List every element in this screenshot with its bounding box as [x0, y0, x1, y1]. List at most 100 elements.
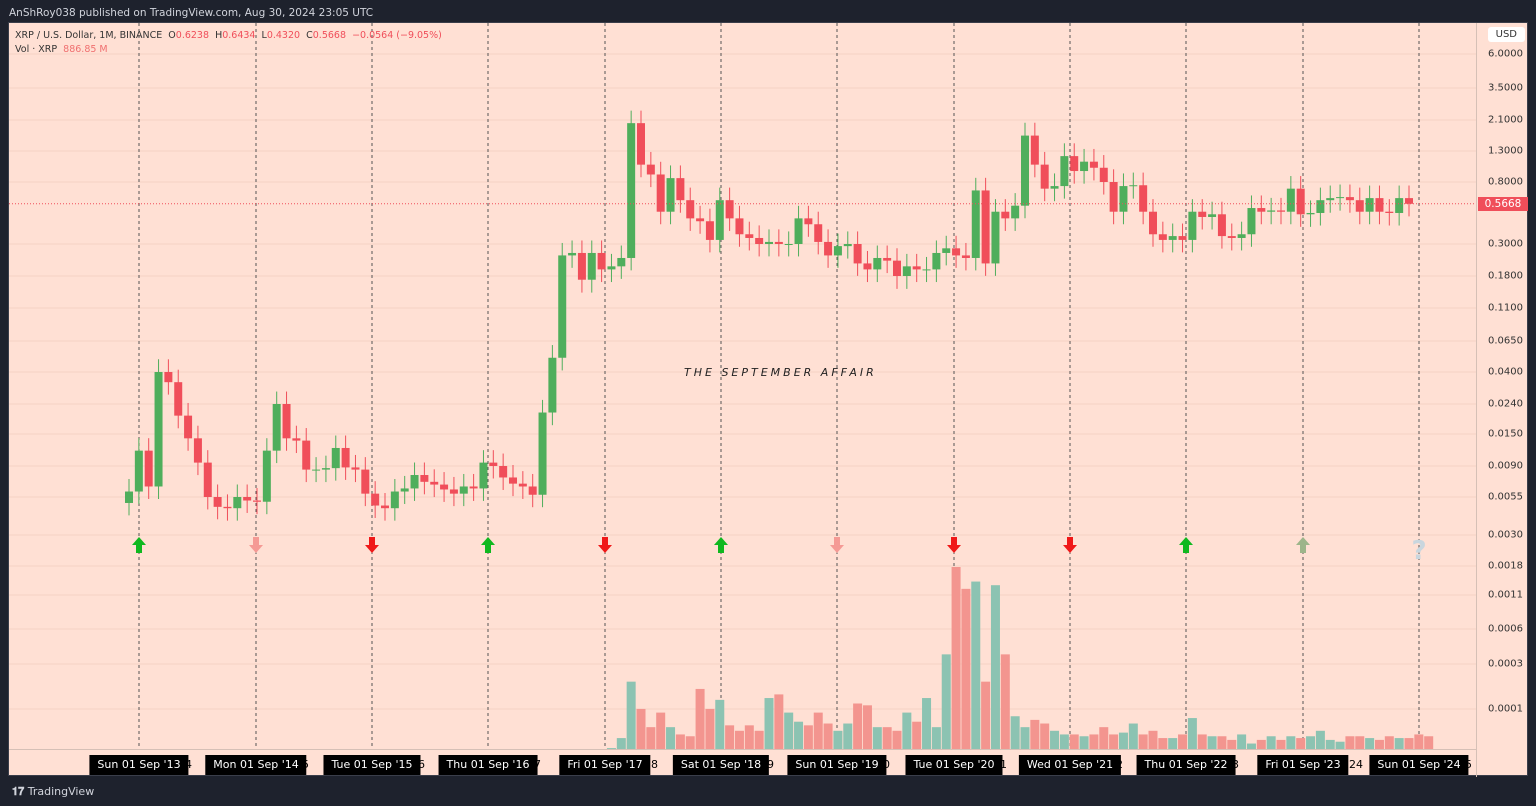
tradingview-label: TradingView: [27, 785, 95, 798]
volume-bar: [1227, 739, 1237, 749]
candle: [1286, 188, 1295, 212]
candle: [1306, 212, 1315, 215]
candle: [814, 224, 823, 242]
volume-bar: [1178, 734, 1188, 749]
candle: [1168, 236, 1177, 240]
candle: [193, 438, 202, 463]
candle: [1198, 211, 1207, 217]
chart-canvas: ?: [9, 23, 1476, 749]
volume-bar: [961, 588, 971, 749]
volume-bar: [1040, 723, 1050, 749]
year-tick-label: 2: [1116, 758, 1123, 771]
candle: [1119, 186, 1128, 212]
arrow-up-icon: [1296, 537, 1310, 553]
candle: [587, 252, 596, 280]
candle: [637, 123, 645, 165]
year-tick-label: 1: [1000, 758, 1007, 771]
price-tick-label: 0.8000: [1488, 176, 1523, 188]
candle: [961, 255, 970, 258]
price-tick-label: 6.0000: [1488, 48, 1523, 60]
volume-bar: [646, 727, 656, 749]
year-tick-label: 7: [534, 758, 541, 771]
volume-bar: [1355, 736, 1365, 749]
volume-bar: [853, 703, 863, 749]
candle: [1217, 214, 1226, 237]
candle: [1158, 234, 1167, 240]
candle: [784, 244, 793, 245]
volume-bar: [656, 712, 666, 749]
volume-bar: [971, 581, 981, 749]
candle: [371, 493, 380, 506]
candle: [469, 486, 478, 489]
price-tick-label: 0.0011: [1488, 589, 1523, 601]
volume-bar: [1128, 723, 1138, 749]
volume-bar: [872, 727, 882, 749]
candle: [1109, 182, 1118, 212]
candle: [134, 450, 143, 492]
candle: [1021, 135, 1029, 206]
candle: [125, 491, 133, 503]
volume-bar: [882, 727, 892, 749]
volume-bar: [695, 688, 705, 749]
candle: [765, 241, 773, 244]
high-label: H: [215, 30, 223, 41]
last-price-label: 0.5668: [1478, 196, 1528, 211]
candle: [1040, 164, 1049, 189]
price-tick-label: 0.0650: [1488, 335, 1523, 347]
arrow-down-icon: [249, 537, 263, 553]
candle: [853, 244, 862, 264]
volume-bar: [803, 725, 813, 749]
candle: [449, 489, 458, 494]
candle: [312, 469, 321, 471]
candle: [341, 447, 350, 468]
volume-bar: [1168, 738, 1178, 749]
volume-bar: [725, 725, 735, 749]
candle: [1326, 198, 1335, 201]
volume-bar: [794, 721, 804, 749]
candle: [1011, 205, 1020, 219]
volume-bar: [931, 727, 941, 749]
candle: [833, 246, 842, 256]
candle: [361, 469, 370, 494]
volume-bar: [1059, 734, 1069, 749]
currency-button[interactable]: USD: [1487, 27, 1525, 42]
candle: [1267, 210, 1276, 212]
volume-bar: [1335, 741, 1345, 749]
candle: [627, 123, 636, 258]
change-value: −0.0564 (−9.05%): [352, 30, 442, 41]
candle: [1050, 186, 1059, 189]
year-tick-label: 0: [883, 758, 890, 771]
candle: [922, 269, 931, 271]
candle: [331, 447, 340, 469]
price-tick-label: 0.0055: [1488, 491, 1523, 503]
candle: [932, 252, 941, 270]
tradingview-logo[interactable]: 𝟏𝟕 TradingView: [12, 785, 95, 798]
price-axis[interactable]: USD 0.5668 6.0000 3.5000 2.1000 1.3000 0.800…: [1476, 23, 1529, 777]
candle: [528, 486, 537, 495]
arrow-down-icon: [830, 537, 844, 553]
candle: [1099, 167, 1108, 182]
candle: [184, 415, 193, 439]
candle: [381, 505, 389, 509]
candle: [479, 462, 488, 489]
candle: [725, 200, 734, 219]
candle: [1001, 211, 1010, 219]
candle: [499, 466, 508, 478]
volume-bar: [1109, 734, 1119, 749]
volume-bar: [941, 654, 951, 749]
plot-area[interactable]: ? XRP / U.S. Dollar, 1M, BINANCE O0.6238…: [9, 23, 1476, 749]
volume-bar: [1148, 730, 1158, 749]
price-tick-label: 2.1000: [1488, 114, 1523, 126]
candle: [1405, 198, 1413, 204]
candle: [646, 164, 655, 175]
volume-bar: [1000, 654, 1010, 749]
volume-bar: [981, 681, 991, 749]
price-tick-label: 0.0006: [1488, 623, 1523, 635]
volume-bar: [1256, 739, 1266, 749]
low-label: L: [261, 30, 267, 41]
volume-bar: [862, 705, 872, 749]
candle: [617, 257, 626, 267]
date-label: Sat 01 Sep '18: [672, 755, 770, 775]
volume-bar: [1296, 738, 1306, 749]
time-axis[interactable]: Sun 01 Sep '13 4 Mon 01 Sep '14 5 Tue 01 Sep…: [9, 749, 1476, 777]
